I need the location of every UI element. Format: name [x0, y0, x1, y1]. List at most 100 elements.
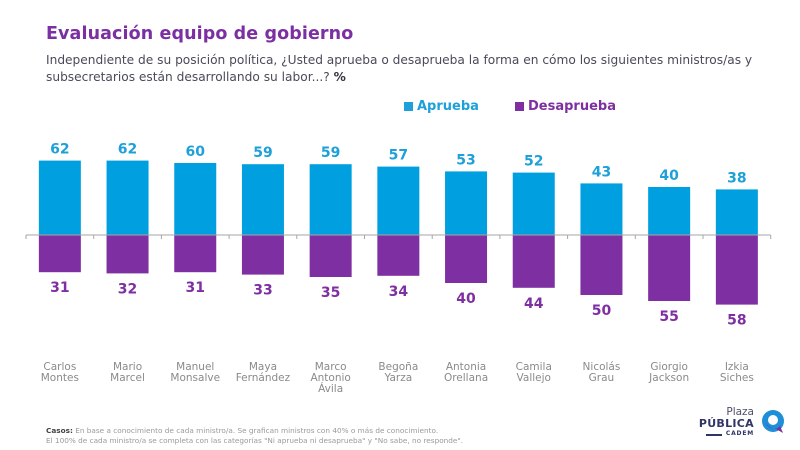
- data-label-disapprove: 34: [389, 284, 409, 300]
- category-label-line: Carlos: [43, 361, 76, 373]
- category-label: Marco Antonio Ávila: [310, 361, 350, 395]
- bar-approve: [38, 160, 81, 235]
- category-label-line: Montes: [41, 372, 79, 384]
- data-label-disapprove: 55: [659, 309, 678, 325]
- category-label: Mario Marcel: [110, 361, 145, 384]
- category-label-line: Vallejo: [517, 372, 551, 384]
- category-label: Giorgio Jackson: [648, 361, 689, 384]
- plaza-publica-cadem-logo: Plaza PÚBLICA CADEM: [698, 406, 790, 446]
- category-label-line: Maya: [249, 361, 277, 373]
- data-label-approve: 38: [727, 170, 746, 186]
- data-label-disapprove: 44: [524, 296, 544, 312]
- category-label-line: Giorgio: [650, 361, 688, 373]
- category-label-line: Monsalve: [170, 372, 220, 384]
- data-label-approve: 43: [592, 164, 611, 180]
- category-label-line: Marcel: [110, 372, 145, 384]
- category-label: Carlos Montes: [41, 361, 79, 384]
- data-label-approve: 59: [321, 145, 340, 161]
- data-label-disapprove: 35: [321, 285, 340, 301]
- logo-line3: CADEM: [725, 430, 754, 437]
- category-label-line: Fernández: [236, 372, 291, 384]
- category-label-line: Antonio: [310, 372, 350, 384]
- footnote-label: Casos:: [46, 426, 73, 435]
- category-label: Izkia Siches: [720, 361, 754, 384]
- footnote-line1: En base a conocimiento de cada ministro/…: [72, 426, 439, 435]
- category-label-line: Marco: [315, 361, 347, 373]
- footnote: Casos: En base a conocimiento de cada mi…: [46, 426, 463, 446]
- category-label-line: Begoña: [378, 361, 418, 373]
- subtitle-unit: %: [333, 70, 346, 84]
- logo-line2: PÚBLICA: [698, 417, 754, 430]
- legend-item-disapprove: Desaprueba: [515, 99, 616, 114]
- data-label-approve: 57: [389, 148, 408, 164]
- bar-chart: 62 31 Carlos Montes 62 32 Mario Marcel 60 31 Manue…: [25, 142, 772, 395]
- legend-label-approve: Aprueba: [417, 99, 479, 114]
- data-label-disapprove: 31: [50, 280, 69, 296]
- category-label-line: Camila: [516, 361, 552, 373]
- bar-disapprove: [377, 235, 420, 276]
- bar-approve: [445, 171, 488, 235]
- bar-approve: [241, 164, 284, 235]
- data-label-approve: 62: [50, 142, 69, 158]
- category-label: Manuel Monsalve: [170, 361, 220, 384]
- data-label-approve: 60: [186, 144, 206, 160]
- logo-underline: [706, 434, 722, 436]
- bar-disapprove: [174, 235, 217, 273]
- legend-item-approve: Aprueba: [404, 99, 479, 114]
- category-label-line: Manuel: [176, 361, 214, 373]
- speech-bubble-logo-icon: [762, 410, 784, 433]
- category-label-line: Siches: [720, 372, 754, 384]
- chart-title: Evaluación equipo de gobierno: [46, 24, 354, 44]
- data-label-disapprove: 50: [592, 303, 612, 319]
- category-label-line: Yarza: [384, 372, 413, 384]
- data-label-disapprove: 58: [727, 313, 746, 329]
- category-label-line: Orellana: [444, 372, 488, 384]
- data-label-disapprove: 40: [456, 291, 476, 307]
- footnote-line2: El 100% de cada ministro/a se completa c…: [46, 436, 464, 445]
- category-label-line: Mario: [113, 361, 142, 373]
- bar-approve: [106, 160, 149, 235]
- category-label: Camila Vallejo: [516, 361, 552, 384]
- category-label-line: Ávila: [318, 382, 343, 395]
- category-label-line: Izkia: [725, 361, 749, 373]
- bar-approve: [580, 183, 623, 235]
- bar-disapprove: [241, 235, 284, 275]
- bar-disapprove: [309, 235, 352, 277]
- legend-swatch-disapprove: [515, 102, 524, 111]
- bar-approve: [715, 189, 758, 235]
- data-label-approve: 40: [659, 168, 679, 184]
- bar-disapprove: [512, 235, 555, 288]
- bar-approve: [174, 163, 217, 235]
- logo-line1: Plaza: [726, 406, 754, 418]
- data-label-approve: 62: [118, 142, 137, 158]
- category-label: Maya Fernández: [236, 361, 291, 384]
- bar-approve: [512, 172, 555, 235]
- bar-approve: [377, 166, 420, 235]
- legend-swatch-approve: [404, 102, 413, 111]
- category-label: Antonia Orellana: [444, 361, 488, 384]
- bar-disapprove: [715, 235, 758, 305]
- data-label-approve: 53: [456, 152, 475, 168]
- data-label-disapprove: 33: [253, 283, 272, 299]
- category-label: Begoña Yarza: [378, 361, 418, 384]
- data-label-disapprove: 32: [118, 281, 137, 297]
- legend-label-disapprove: Desaprueba: [528, 99, 616, 114]
- category-label-line: Nicolás: [583, 361, 621, 373]
- bar-disapprove: [580, 235, 623, 295]
- subtitle-line1: Independiente de su posición política, ¿…: [46, 53, 753, 67]
- category-label: Nicolás Grau: [583, 361, 621, 384]
- bar-approve: [309, 164, 352, 235]
- data-label-disapprove: 31: [186, 280, 205, 296]
- data-label-approve: 52: [524, 154, 543, 170]
- bar-disapprove: [648, 235, 691, 301]
- bar-disapprove: [38, 235, 81, 273]
- bar-disapprove: [106, 235, 149, 274]
- chart-subtitle: Independiente de su posición política, ¿…: [46, 52, 766, 86]
- category-label-line: Jackson: [648, 372, 689, 384]
- bar-approve: [648, 187, 691, 235]
- subtitle-line2: subsecretarios están desarrollando su la…: [46, 70, 330, 84]
- data-label-approve: 59: [253, 145, 272, 161]
- category-label-line: Antonia: [446, 361, 486, 373]
- bar-disapprove: [445, 235, 488, 283]
- category-label-line: Grau: [589, 372, 615, 384]
